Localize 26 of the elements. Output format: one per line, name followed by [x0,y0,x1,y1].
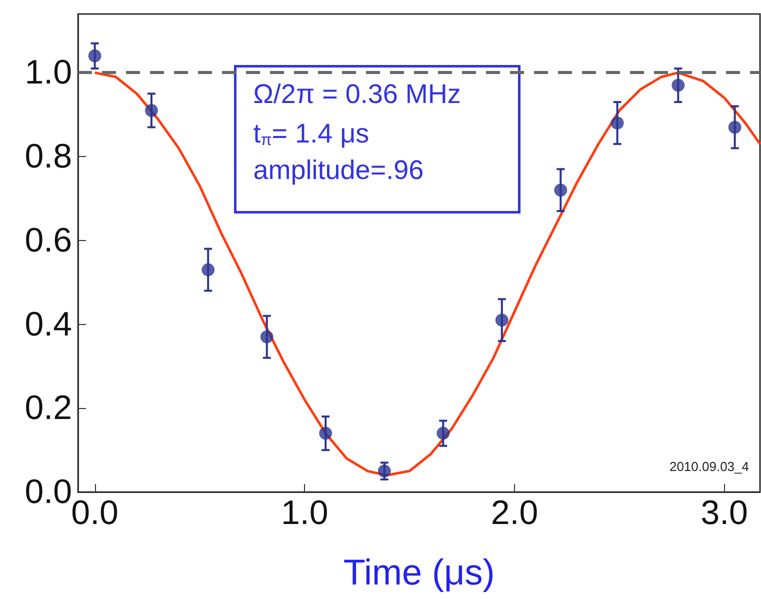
point [378,464,391,478]
point [610,116,624,130]
point [260,330,274,344]
point [88,49,102,62]
y-tick-label: 0.8 [24,138,72,176]
y-tick-label: 0.4 [24,305,72,344]
point [436,426,450,440]
x-tick-label: 3.0 [700,494,748,532]
point [202,263,215,276]
point [554,184,568,197]
point [728,120,742,134]
point [672,78,685,92]
x-tick-label: 0.0 [71,494,118,532]
annotation: Ω/2π = 0.36 MHz [253,78,461,109]
annotation: 2010.09.03_4 [669,459,750,474]
x-axis-title: Time (μs) [343,552,495,592]
point [144,104,158,117]
point [495,314,508,327]
y-tick-label: 1.0 [24,54,72,92]
y-tick-label: 0.2 [24,389,72,428]
line-series [94,71,761,476]
annotation: amplitude=.96 [253,154,424,185]
x-tick-label: 1.0 [281,494,328,532]
y-tick-label: 0.6 [24,221,72,260]
point [319,426,332,440]
x-tick-label: 2.0 [490,494,538,532]
